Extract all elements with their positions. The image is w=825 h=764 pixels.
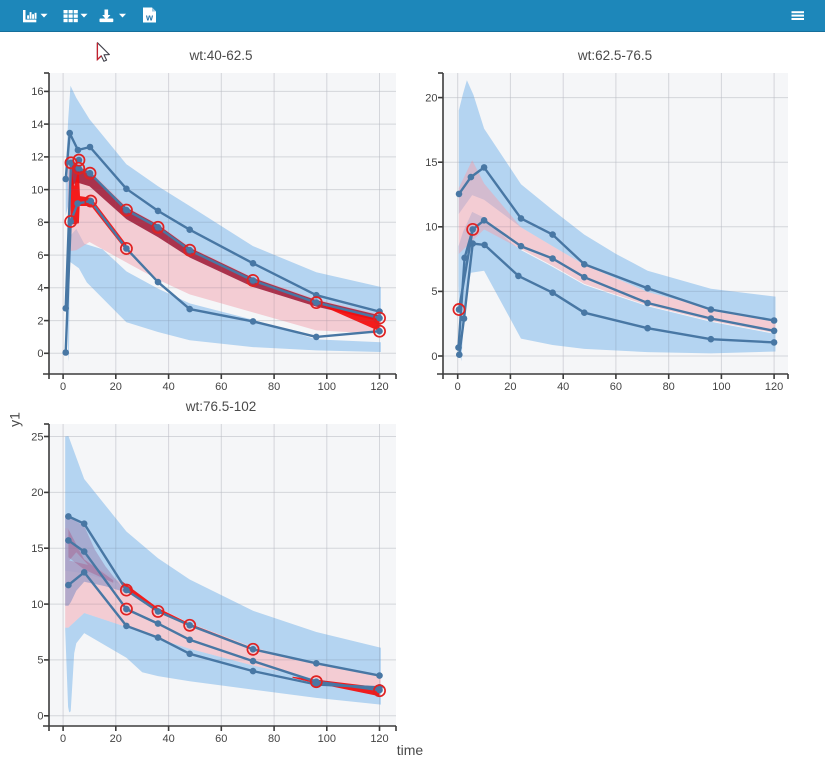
svg-text:10: 10 bbox=[31, 184, 43, 196]
svg-text:16: 16 bbox=[31, 86, 43, 98]
svg-text:60: 60 bbox=[215, 733, 227, 745]
svg-text:60: 60 bbox=[610, 381, 622, 393]
svg-text:wt:76.5-102: wt:76.5-102 bbox=[185, 399, 257, 414]
svg-text:20: 20 bbox=[31, 487, 43, 499]
svg-text:4: 4 bbox=[37, 283, 43, 295]
svg-text:20: 20 bbox=[504, 381, 516, 393]
svg-text:w: w bbox=[145, 13, 154, 23]
svg-text:0: 0 bbox=[37, 711, 43, 723]
svg-text:20: 20 bbox=[110, 381, 122, 393]
svg-text:5: 5 bbox=[431, 286, 437, 298]
svg-text:0: 0 bbox=[431, 351, 437, 363]
svg-text:y1: y1 bbox=[7, 412, 23, 427]
svg-text:0: 0 bbox=[60, 381, 66, 393]
svg-text:0: 0 bbox=[455, 381, 461, 393]
svg-text:15: 15 bbox=[31, 543, 43, 555]
svg-text:12: 12 bbox=[31, 152, 43, 164]
svg-text:wt:62.5-76.5: wt:62.5-76.5 bbox=[577, 48, 652, 63]
svg-text:40: 40 bbox=[162, 381, 174, 393]
svg-text:40: 40 bbox=[557, 381, 569, 393]
svg-text:40: 40 bbox=[162, 733, 174, 745]
svg-text:5: 5 bbox=[37, 655, 43, 667]
svg-text:120: 120 bbox=[370, 733, 388, 745]
svg-text:0: 0 bbox=[60, 733, 66, 745]
svg-text:80: 80 bbox=[663, 381, 675, 393]
svg-text:time: time bbox=[397, 742, 424, 758]
svg-text:8: 8 bbox=[37, 217, 43, 229]
svg-text:120: 120 bbox=[765, 381, 783, 393]
svg-text:14: 14 bbox=[31, 119, 43, 131]
svg-text:0: 0 bbox=[37, 348, 43, 360]
svg-text:100: 100 bbox=[318, 733, 336, 745]
svg-text:120: 120 bbox=[370, 381, 388, 393]
svg-text:20: 20 bbox=[110, 733, 122, 745]
svg-text:60: 60 bbox=[215, 381, 227, 393]
svg-text:wt:40-62.5: wt:40-62.5 bbox=[188, 48, 252, 63]
svg-text:10: 10 bbox=[425, 222, 437, 234]
svg-text:20: 20 bbox=[425, 92, 437, 104]
svg-text:80: 80 bbox=[268, 733, 280, 745]
svg-text:80: 80 bbox=[268, 381, 280, 393]
svg-text:10: 10 bbox=[31, 599, 43, 611]
svg-text:25: 25 bbox=[31, 431, 43, 443]
svg-text:100: 100 bbox=[712, 381, 730, 393]
svg-text:6: 6 bbox=[37, 250, 43, 262]
svg-text:2: 2 bbox=[37, 315, 43, 327]
svg-text:15: 15 bbox=[425, 157, 437, 169]
svg-text:100: 100 bbox=[318, 381, 336, 393]
